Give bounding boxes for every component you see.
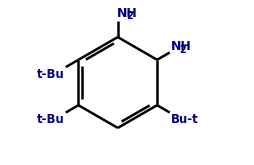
Text: 2: 2 bbox=[179, 45, 185, 55]
Text: 2: 2 bbox=[125, 11, 132, 21]
Text: NH: NH bbox=[170, 40, 190, 53]
Text: NH: NH bbox=[117, 7, 137, 20]
Text: t-Bu: t-Bu bbox=[37, 113, 65, 126]
Text: t-Bu: t-Bu bbox=[37, 68, 65, 81]
Text: Bu-t: Bu-t bbox=[170, 113, 198, 126]
